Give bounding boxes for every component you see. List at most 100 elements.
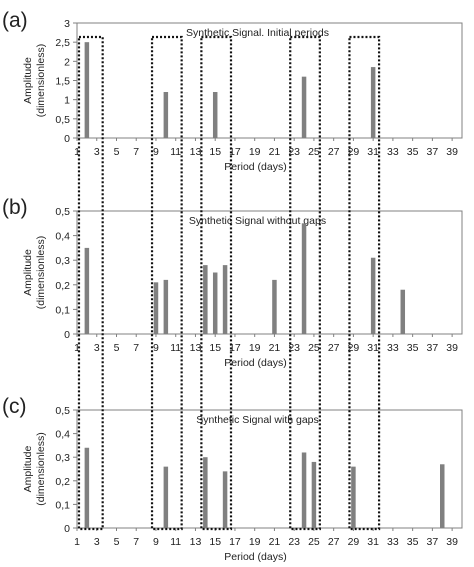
x-tick-label: 3 <box>94 536 100 548</box>
chart-panel-2: (b) Synthetic Signal without gaps 0 0,1 0,2 0… <box>2 196 463 369</box>
y-axis-label: Amplitude(dimensionless) <box>22 44 47 118</box>
x-tick-label: 11 <box>170 536 181 548</box>
y-tick-label: 0,2 <box>55 280 70 292</box>
bar <box>153 282 159 334</box>
x-tick-label: 31 <box>367 146 379 158</box>
x-tick-label: 25 <box>308 146 320 158</box>
x-tick-label: 33 <box>387 536 399 548</box>
y-tick-label: 0,4 <box>55 429 70 441</box>
bar <box>311 461 317 528</box>
x-tick-label: 17 <box>229 536 241 548</box>
x-tick-label: 35 <box>407 146 419 158</box>
chart-title: Synthetic Signal with gaps <box>196 414 319 426</box>
highlight-box <box>200 35 233 531</box>
x-tick-label: 15 <box>209 536 221 548</box>
chart-panel-1: (a)Synthetic Signal. Initial periods00,5… <box>2 9 463 173</box>
y-tick-label: 0,3 <box>55 255 70 267</box>
x-tick-label: 27 <box>328 342 340 354</box>
x-tick-label: 19 <box>249 146 261 158</box>
bar <box>203 457 208 528</box>
bar <box>163 279 169 334</box>
x-tick-label: 29 <box>348 146 360 158</box>
bar <box>84 247 90 334</box>
y-tick-label: 1 <box>64 95 70 107</box>
y-tick-label: 2,5 <box>55 37 70 49</box>
x-tick-label: 15 <box>209 146 221 158</box>
y-tick-label: 0,1 <box>55 304 70 316</box>
x-tick-label: 27 <box>328 536 340 548</box>
bar <box>84 42 90 138</box>
x-tick-label: 37 <box>427 342 439 354</box>
x-tick-label: 3 <box>94 342 100 354</box>
x-tick-label: 15 <box>209 342 221 354</box>
x-tick-label: 9 <box>153 146 159 158</box>
x-tick-label: 31 <box>367 536 379 548</box>
x-tick-label: 1 <box>74 536 80 548</box>
x-axis-label: Period (days) <box>224 551 286 563</box>
y-tick-label: 0,5 <box>55 206 70 218</box>
x-tick-label: 25 <box>308 536 320 548</box>
y-axis-label: Amplitude(dimensionless) <box>22 236 47 310</box>
y-axis-label-line: Amplitude <box>22 446 34 493</box>
bar <box>301 76 307 138</box>
bar <box>212 92 218 138</box>
plot-area-frame <box>76 22 463 139</box>
x-axis-label: Period (days) <box>224 161 286 173</box>
y-tick-label: 0 <box>64 329 70 341</box>
bar <box>203 265 208 334</box>
bar <box>163 466 169 528</box>
x-tick-label: 11 <box>170 342 181 354</box>
bar <box>163 92 169 138</box>
x-tick-label: 17 <box>229 146 241 158</box>
x-tick-label: 39 <box>446 342 458 354</box>
x-tick-label: 33 <box>387 146 399 158</box>
x-tick-label: 13 <box>190 146 202 158</box>
bar <box>440 464 445 528</box>
plot-area-frame <box>76 409 463 529</box>
bar <box>400 289 406 334</box>
y-tick-label: 0,5 <box>55 114 70 126</box>
y-axis-label: Amplitude(dimensionless) <box>22 432 47 506</box>
y-axis-label-line: (dimensionless) <box>35 236 47 310</box>
y-axis-label-line: Amplitude <box>22 57 34 104</box>
x-tick-label: 5 <box>114 342 120 354</box>
x-tick-label: 37 <box>427 146 439 158</box>
panel-letter: (c) <box>2 395 27 418</box>
x-tick-label: 35 <box>407 536 419 548</box>
bar <box>370 67 376 138</box>
x-tick-label: 33 <box>387 342 399 354</box>
x-tick-label: 23 <box>288 342 300 354</box>
x-tick-label: 31 <box>367 342 379 354</box>
x-tick-label: 19 <box>249 536 261 548</box>
x-tick-label: 9 <box>153 342 159 354</box>
bar <box>272 279 277 334</box>
x-tick-label: 21 <box>269 146 281 158</box>
y-tick-label: 1,5 <box>55 76 70 88</box>
bar <box>301 223 307 334</box>
x-tick-label: 23 <box>288 536 300 548</box>
x-tick-label: 39 <box>446 146 458 158</box>
x-axis-label: Period (days) <box>224 357 286 369</box>
y-tick-label: 0,5 <box>55 405 70 417</box>
y-tick-label: 0,4 <box>55 231 70 243</box>
y-tick-label: 0 <box>64 523 70 535</box>
x-tick-label: 21 <box>269 342 281 354</box>
x-tick-label: 25 <box>308 342 320 354</box>
x-tick-label: 7 <box>133 342 139 354</box>
plot-area-frame <box>76 210 463 335</box>
x-tick-label: 7 <box>133 146 139 158</box>
panel-letter: (b) <box>2 196 28 219</box>
y-tick-label: 0,1 <box>55 499 70 511</box>
x-tick-label: 29 <box>348 342 360 354</box>
bar <box>84 447 90 528</box>
x-tick-label: 1 <box>74 342 80 354</box>
y-tick-label: 3 <box>64 18 70 30</box>
highlight-box <box>348 35 381 531</box>
x-tick-label: 37 <box>427 536 439 548</box>
x-tick-label: 27 <box>328 146 340 158</box>
y-tick-label: 0,2 <box>55 476 70 488</box>
x-tick-label: 5 <box>114 536 120 548</box>
y-axis-label-line: (dimensionless) <box>35 44 47 118</box>
x-tick-label: 11 <box>170 146 181 158</box>
